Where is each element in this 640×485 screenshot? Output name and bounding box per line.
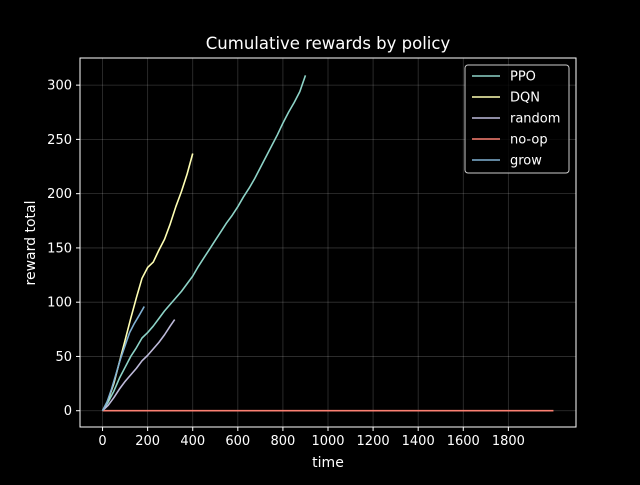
x-tick-label: 400 — [180, 434, 205, 449]
y-tick-label: 300 — [47, 79, 72, 94]
x-tick-label: 1000 — [311, 434, 344, 449]
y-tick-label: 100 — [47, 296, 72, 311]
y-axis-label: reward total — [23, 201, 39, 286]
x-tick-label: 1200 — [357, 434, 390, 449]
legend-label: grow — [510, 154, 542, 169]
x-axis-label: time — [312, 455, 344, 471]
x-tick-label: 1800 — [492, 434, 525, 449]
axis-ticks: 0 200 400 600 800 1000 1200 1400 1600 1800 0 50 100 1… — [47, 79, 525, 449]
legend-label: DQN — [510, 91, 540, 106]
series-line-random — [101, 319, 176, 412]
series-line-ppo — [101, 75, 307, 412]
x-tick-label: 800 — [270, 434, 295, 449]
legend-label: no-op — [510, 133, 548, 148]
x-tick-label: 0 — [98, 434, 106, 449]
legend-label: random — [510, 112, 560, 127]
y-tick-label: 0 — [64, 404, 72, 419]
y-tick-label: 200 — [47, 187, 72, 202]
x-tick-label: 600 — [225, 434, 250, 449]
y-tick-label: 250 — [47, 133, 72, 148]
legend-label: PPO — [510, 70, 536, 85]
legend-box — [464, 64, 570, 174]
x-tick-label: 200 — [135, 434, 160, 449]
chart-title: Cumulative rewards by policy — [206, 34, 451, 53]
x-tick-label: 1400 — [402, 434, 435, 449]
series-lines — [101, 75, 554, 412]
legend: PPO DQN random no-op grow — [464, 64, 570, 174]
y-tick-label: 50 — [55, 350, 72, 365]
series-line-grow — [101, 306, 145, 412]
x-tick-label: 1600 — [447, 434, 480, 449]
y-tick-label: 150 — [47, 241, 72, 256]
